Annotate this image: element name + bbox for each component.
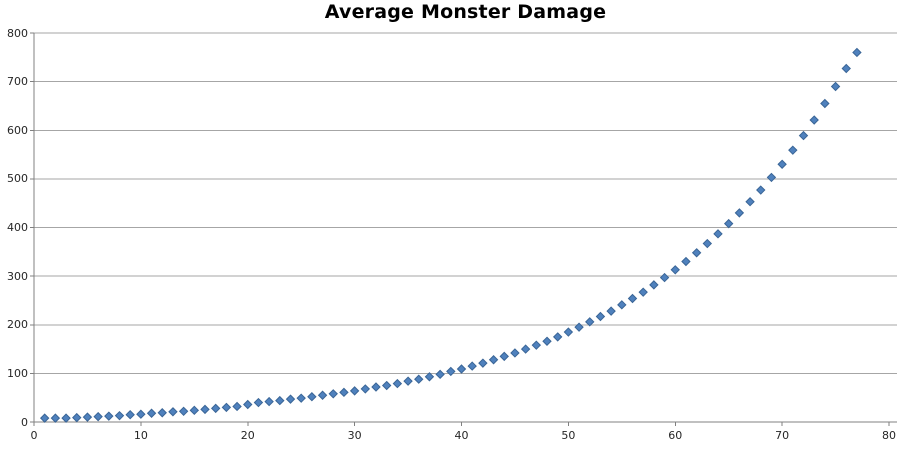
data-point-marker [381, 380, 392, 391]
x-tick-label: 80 [882, 429, 896, 442]
data-point-marker [50, 413, 61, 423]
data-point-marker [595, 311, 606, 322]
data-point-marker [221, 402, 232, 413]
y-tick-label: 800 [7, 26, 28, 40]
x-tick-label: 10 [133, 429, 148, 442]
data-point-marker [531, 340, 542, 350]
data-point-marker [456, 364, 467, 374]
data-point-marker [317, 390, 328, 400]
data-point-marker [157, 408, 167, 418]
data-point-marker [691, 248, 702, 258]
data-point-marker [841, 63, 851, 74]
data-point-marker [756, 185, 766, 195]
data-point-marker [264, 396, 274, 407]
data-point-marker [734, 208, 745, 218]
data-point-marker [681, 256, 691, 267]
data-point-marker [552, 332, 563, 342]
data-point-marker [852, 47, 862, 58]
data-point-marker [349, 386, 360, 396]
data-point-marker [360, 384, 371, 394]
data-point-marker [168, 407, 178, 417]
data-point-marker [606, 306, 616, 316]
data-point-marker [478, 358, 488, 368]
data-point-marker [296, 393, 306, 403]
data-point-marker [499, 351, 509, 362]
data-point-marker [114, 410, 125, 421]
y-tick-label: 200 [7, 318, 28, 332]
x-tick-label: 0 [30, 429, 38, 442]
data-point-marker [766, 172, 777, 183]
data-point-marker [830, 81, 841, 92]
data-point-marker [285, 394, 296, 404]
data-point-marker [253, 397, 264, 408]
data-point-marker [414, 374, 424, 384]
data-point-marker [670, 265, 680, 275]
data-point-marker [93, 411, 103, 422]
x-tick-label: 60 [668, 429, 683, 442]
data-point-marker [392, 378, 403, 389]
data-point-marker [585, 317, 595, 327]
data-point-marker [563, 327, 574, 337]
data-point-marker [820, 98, 830, 109]
data-point-marker [745, 197, 755, 207]
x-tick-label: 50 [561, 429, 576, 442]
data-point-marker [178, 406, 189, 417]
data-point-marker [339, 387, 349, 398]
data-point-marker [403, 376, 413, 386]
data-point-marker [39, 413, 50, 423]
data-point-marker [424, 372, 435, 382]
x-tick-label: 70 [775, 429, 790, 442]
data-point-marker [542, 336, 552, 346]
data-point-marker [798, 130, 809, 141]
x-tick-label: 30 [347, 429, 362, 442]
data-point-marker [435, 369, 445, 380]
y-tick-label: 100 [7, 366, 28, 380]
data-point-marker [371, 382, 381, 392]
y-tick-label: 400 [7, 221, 28, 234]
data-point-marker [649, 280, 659, 290]
y-tick-label: 0 [21, 415, 28, 429]
x-tick-label: 20 [240, 429, 255, 442]
data-point-marker [617, 300, 627, 310]
data-point-marker [243, 399, 253, 410]
data-point-marker [61, 413, 71, 423]
data-point-marker [328, 389, 338, 399]
data-point-marker [104, 411, 114, 421]
data-point-marker [136, 409, 146, 419]
data-point-marker [638, 287, 648, 297]
data-point-marker [702, 238, 713, 249]
y-tick-label: 600 [7, 123, 28, 137]
data-point-marker [307, 392, 317, 402]
data-point-marker [574, 322, 584, 332]
data-point-marker [520, 344, 531, 354]
data-point-marker [723, 218, 734, 229]
data-point-marker [510, 348, 520, 358]
data-point-marker [627, 293, 638, 304]
data-point-marker [467, 361, 477, 371]
data-point-marker [200, 404, 210, 415]
data-point-marker [210, 403, 221, 414]
data-point-marker [189, 405, 200, 416]
y-tick-label: 300 [7, 269, 28, 283]
x-tick-label: 40 [454, 429, 469, 442]
data-point-marker [72, 412, 82, 423]
chart-title: Average Monster Damage [324, 1, 607, 23]
data-point-marker [446, 366, 456, 377]
data-point-marker [659, 272, 670, 283]
y-tick-label: 500 [7, 172, 28, 186]
data-point-marker [488, 355, 499, 365]
data-point-marker [82, 412, 93, 422]
data-point-marker [275, 395, 285, 406]
data-point-marker [809, 115, 819, 125]
y-tick-label: 700 [7, 75, 28, 89]
data-point-marker [713, 229, 723, 239]
data-point-marker [146, 408, 157, 418]
data-point-marker [125, 409, 135, 420]
data-point-marker [788, 145, 798, 155]
data-point-marker [777, 159, 787, 169]
data-point-marker [232, 401, 242, 412]
